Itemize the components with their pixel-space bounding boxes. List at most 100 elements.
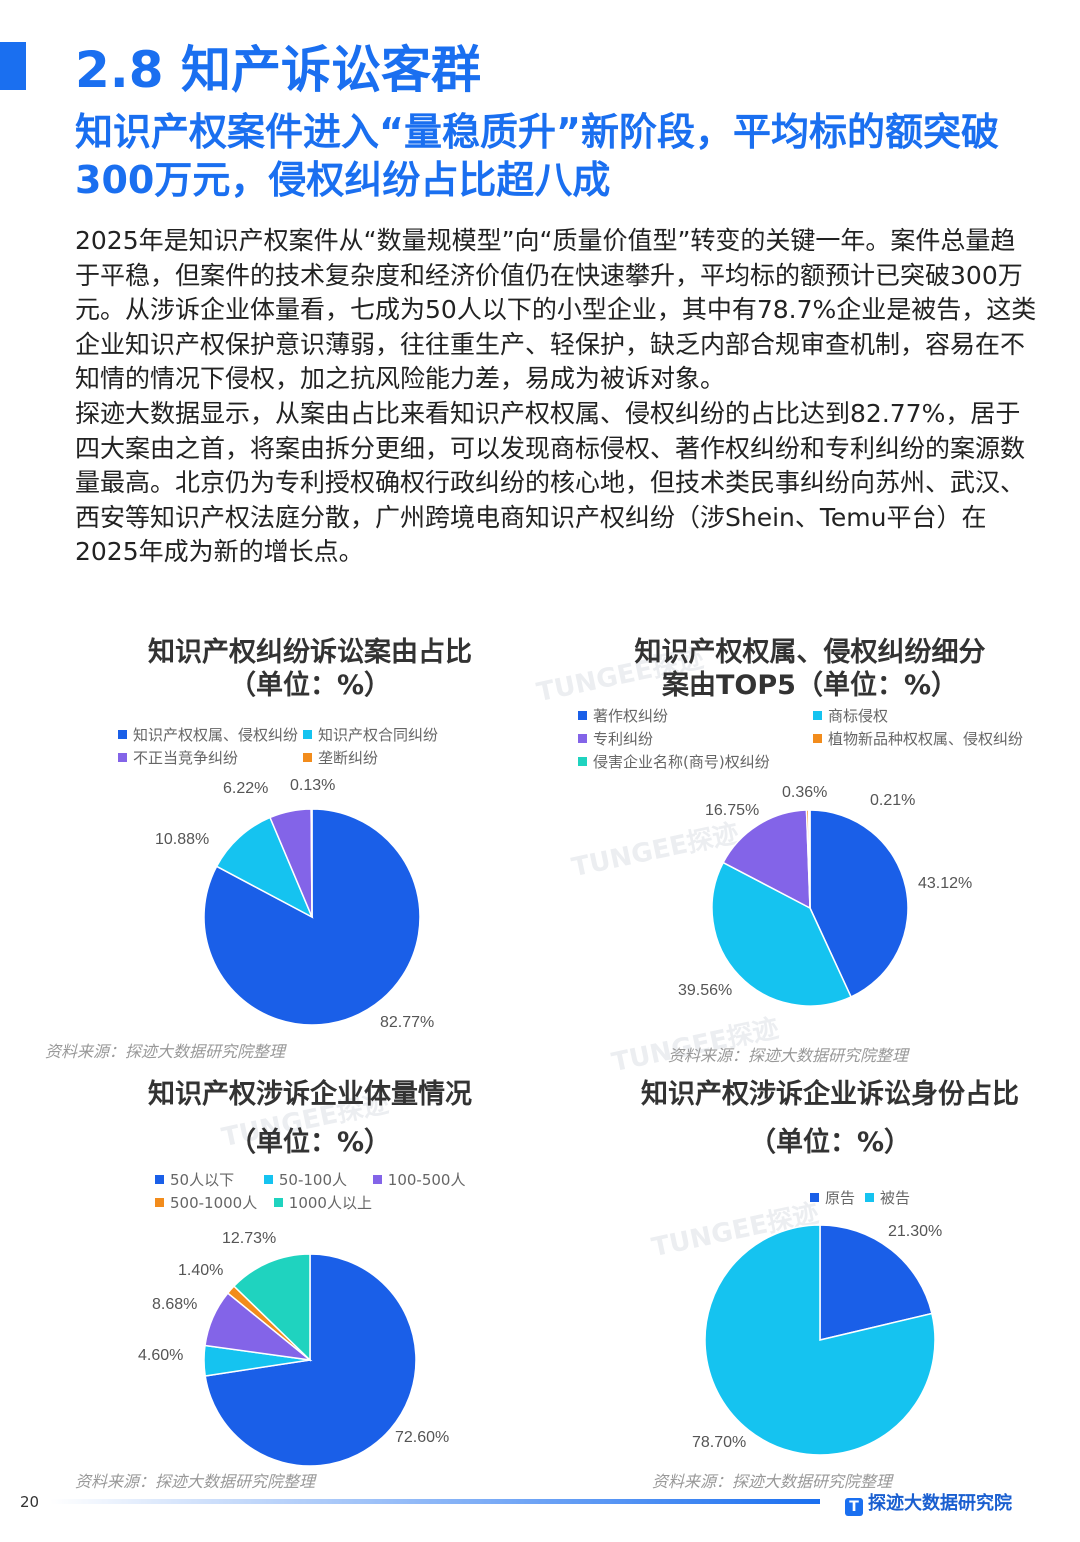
page-number: 20 [20,1493,40,1511]
legend-item: 500-1000人 [155,1192,274,1215]
data-label: 78.70% [692,1434,746,1451]
legend-item: 被告 [865,1187,910,1210]
legend-item: 知识产权权属、侵权纠纷 [118,724,303,747]
legend-item: 侵害企业名称(商号)权纠纷 [578,751,813,774]
pie-slice [704,1224,936,1456]
legend-label: 垄断纠纷 [318,749,379,767]
data-label: 10.88% [155,831,209,848]
legend-swatch [372,1175,382,1184]
footer-line [50,1499,820,1504]
chart-subtitle: 案由TOP5（单位：%） [662,670,958,701]
chart-title-line: 知识产权权属、侵权纠纷细分 [634,637,986,668]
legend-item: 50人以下 [155,1169,264,1192]
data-label: 4.60% [138,1347,183,1364]
data-label: 39.56% [678,982,732,999]
chart-title-line: 知识产权涉诉企业体量情况 [148,1079,472,1110]
data-label: 12.73% [222,1230,276,1247]
legend-swatch [118,753,127,762]
legend-item: 原告 [810,1187,855,1210]
legend-item: 著作权纠纷 [578,705,813,728]
footer-logo: T 探迹大数据研究院 [845,1489,1012,1516]
chart-subtitle: （单位：%） [748,1127,912,1158]
legend-label: 商标侵权 [828,707,889,725]
legend-label: 原告 [825,1189,856,1207]
legend-label: 知识产权权属、侵权纠纷 [133,726,299,744]
legend-swatch [303,753,312,762]
chart-title: 知识产权涉诉企业体量情况 （单位：%） [60,1078,560,1159]
legend-swatch [273,1198,283,1207]
legend-label: 50-100人 [278,1171,348,1189]
legend-label: 500-1000人 [170,1194,258,1212]
legend-swatch [303,730,312,739]
pie-slice [711,861,853,1007]
data-label: 72.60% [395,1429,449,1446]
chart-legend: 50人以下 50-100人 100-500人 500-1000人 1000人以上 [155,1169,485,1215]
data-label: 0.36% [782,784,827,801]
data-label: 1.40% [178,1262,223,1279]
legend-item: 植物新品种权权属、侵权纠纷 [813,728,1048,751]
data-label: 8.68% [152,1296,197,1313]
legend-label: 1000人以上 [288,1194,372,1212]
legend-item: 商标侵权 [813,705,1048,728]
legend-swatch [578,734,587,743]
legend-item: 50-100人 [263,1169,373,1192]
chart-source: 资料来源：探迹大数据研究院整理 [652,1472,893,1491]
legend-item: 知识产权合同纠纷 [303,724,488,747]
page-title: 2.8 知产诉讼客群 [75,41,481,99]
legend-label: 著作权纠纷 [593,707,669,725]
legend-label: 被告 [880,1189,911,1207]
legend-label: 专利纠纷 [593,730,654,748]
legend-item: 垄断纠纷 [303,747,488,770]
chart-title: 知识产权纠纷诉讼案由占比 （单位：%） [60,636,560,702]
chart-source: 资料来源：探迹大数据研究院整理 [45,1042,286,1061]
chart-legend: 著作权纠纷 商标侵权专利纠纷 植物新品种权权属、侵权纠纷侵害企业名称(商号)权纠纷 [578,705,1048,774]
paragraph: 2025年是知识产权案件从“数量规模型”向“质量价值型”转变的关键一年。案件总量… [75,226,1037,394]
legend-swatch [813,711,822,720]
legend-label: 50人以下 [170,1171,235,1189]
paragraph: 探迹大数据显示，从案由占比来看知识产权权属、侵权纠纷的占比达到82.77%，居于… [75,398,1026,567]
data-label: 43.12% [918,875,972,892]
title-accent-bar [0,42,26,90]
chart-title-line: 知识产权涉诉企业诉讼身份占比 [641,1079,1019,1110]
legend-item: 1000人以上 [273,1192,383,1215]
legend-swatch [155,1198,164,1207]
pie-slice [310,808,313,918]
legend-swatch [263,1175,273,1184]
legend-swatch [578,711,587,720]
chart-title: 知识产权涉诉企业诉讼身份占比 （单位：%） [590,1078,1070,1159]
pie-slice [215,816,314,919]
pie-slice [203,808,421,1026]
legend-label: 100-500人 [387,1171,466,1189]
pie-slice [232,1253,311,1362]
legend-swatch [813,734,822,743]
chart-legend: 原告 被告 [810,1187,1060,1210]
legend-swatch [810,1193,819,1202]
data-label: 0.13% [290,777,335,794]
logo-icon: T [845,1498,863,1516]
legend-label: 侵害企业名称(商号)权纠纷 [593,753,770,771]
legend-item: 不正当竞争纠纷 [118,747,303,770]
page-subtitle: 知识产权案件进入“量稳质升”新阶段，平均标的额突破300万元，侵权纠纷占比超八成 [75,110,999,202]
legend-swatch [118,730,127,739]
legend-item: 100-500人 [372,1169,482,1192]
chart-subtitle: （单位：%） [228,1127,392,1158]
legend-label: 知识产权合同纠纷 [318,726,439,744]
legend-item: 专利纠纷 [578,728,813,751]
legend-label: 植物新品种权权属、侵权纠纷 [828,730,1024,748]
data-label: 16.75% [705,802,759,819]
data-label: 82.77% [380,1014,434,1031]
chart-legend: 知识产权权属、侵权纠纷 知识产权合同纠纷不正当竞争纠纷 垄断纠纷 [118,724,488,770]
pie-slice [819,1224,933,1341]
data-label: 0.21% [870,792,915,809]
chart-title-line: 知识产权纠纷诉讼案由占比 [148,637,472,668]
pie-slice [809,809,909,998]
chart-subtitle: （单位：%） [228,670,392,701]
pie-slice [807,809,811,909]
chart-source: 资料来源：探迹大数据研究院整理 [668,1046,909,1065]
legend-swatch [155,1175,164,1184]
legend-swatch [578,757,587,766]
